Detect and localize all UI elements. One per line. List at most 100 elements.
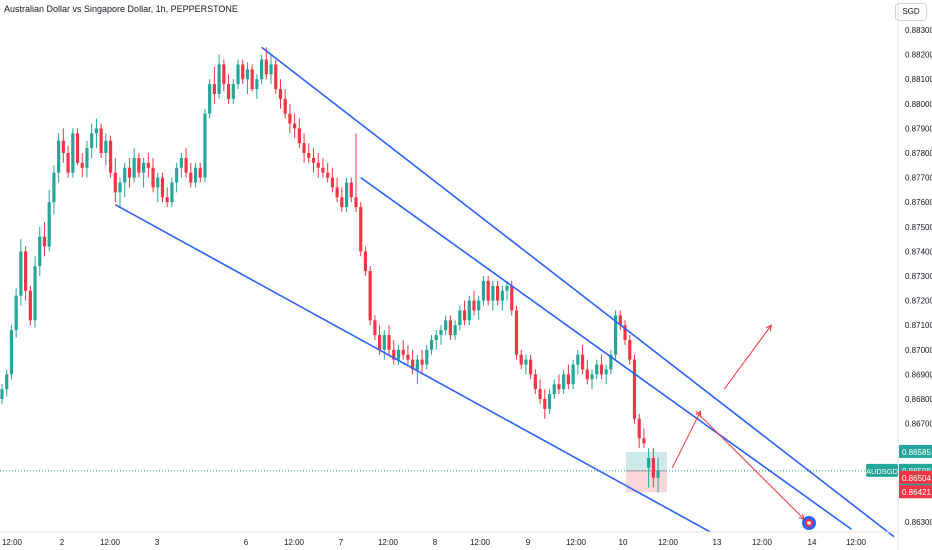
candle-body	[316, 162, 320, 168]
x-tick-label: 13	[713, 538, 722, 547]
candle	[477, 295, 481, 321]
candle-body	[5, 374, 9, 390]
candle-body	[222, 64, 226, 85]
candle	[637, 413, 641, 449]
candle	[406, 344, 410, 365]
candle-body	[297, 128, 301, 144]
candle-body	[467, 300, 471, 321]
y-tick-label: 0.87000	[905, 346, 932, 355]
y-tick-label: 0.86300	[905, 518, 932, 527]
candle-body	[472, 300, 476, 311]
candle-body	[368, 271, 372, 321]
candle	[293, 113, 297, 139]
candle-body	[278, 89, 283, 99]
candle-body	[543, 399, 547, 409]
candlesticks	[0, 47, 660, 493]
candle	[614, 310, 618, 360]
candle-body	[519, 354, 523, 365]
candle	[137, 153, 141, 178]
candle-body	[142, 162, 146, 173]
candle	[189, 162, 193, 188]
candle	[349, 177, 353, 203]
candle-body	[226, 84, 231, 99]
candle	[656, 458, 660, 493]
candle-body	[264, 59, 268, 75]
candle-body	[61, 140, 65, 153]
candle-body	[651, 458, 655, 478]
candle	[75, 128, 80, 166]
candle-body	[245, 69, 250, 80]
candle-body	[477, 300, 481, 311]
candle	[623, 320, 627, 345]
candle-body	[255, 79, 259, 90]
candle	[472, 290, 476, 316]
candle	[576, 349, 580, 375]
candle	[142, 157, 146, 188]
y-tick-label: 0.88300	[905, 26, 932, 35]
x-tick-label: 12:00	[100, 538, 121, 547]
candle-body	[514, 310, 519, 355]
candle-body	[340, 197, 344, 208]
candle	[496, 280, 500, 306]
candle-body	[571, 364, 575, 385]
candle	[108, 135, 113, 178]
candle	[387, 325, 391, 355]
price-tag-value: 0.86585	[902, 448, 931, 457]
candle	[123, 162, 127, 198]
channel-line	[360, 176, 853, 531]
candle	[382, 330, 386, 360]
candle	[434, 330, 438, 350]
candle	[326, 162, 330, 183]
arrow	[671, 410, 702, 469]
candle-body	[448, 320, 452, 336]
y-tick-label: 0.86700	[905, 420, 932, 429]
symbol-tag	[866, 463, 898, 477]
candle-body	[14, 295, 18, 331]
candle-body	[307, 153, 311, 158]
candle	[481, 276, 486, 306]
candle	[571, 359, 575, 390]
candle	[514, 305, 519, 360]
candle	[420, 349, 424, 375]
candle-body	[566, 374, 570, 385]
price-axis: 0.88300 0.88200 0.88100 0.88000 0.87900 0.878…	[897, 0, 932, 550]
candle-body	[538, 389, 542, 399]
y-tick-label: 0.88100	[905, 75, 932, 84]
candle-body	[576, 354, 580, 365]
candle	[113, 157, 117, 203]
candle	[335, 177, 339, 203]
candle	[127, 157, 132, 188]
candle-body	[156, 177, 160, 188]
candle	[557, 374, 561, 395]
candle-body	[179, 157, 183, 168]
candle-body	[127, 167, 132, 178]
candle	[642, 428, 646, 449]
candle	[316, 153, 320, 178]
candle-body	[618, 315, 622, 326]
x-tick-label: 8	[433, 538, 438, 547]
symbol-label: AUDSGD	[866, 467, 899, 476]
candle-body	[491, 285, 495, 301]
candle	[231, 79, 235, 104]
candle	[208, 79, 212, 119]
candle	[618, 310, 622, 331]
candle	[274, 59, 278, 94]
y-tick-label: 0.87300	[905, 272, 932, 281]
x-tick-label: 12:00	[752, 538, 773, 547]
candle	[344, 177, 349, 213]
candle	[392, 339, 396, 365]
candle-body	[311, 157, 316, 163]
candle	[19, 239, 23, 306]
candle	[175, 162, 179, 193]
candle	[61, 128, 65, 163]
candle	[354, 133, 358, 213]
y-tick-label: 0.88200	[905, 51, 932, 60]
currency-selector[interactable]: SGD	[895, 3, 927, 21]
candle-body	[75, 133, 80, 163]
trendlines	[114, 46, 895, 538]
y-tick-label: 0.87500	[905, 223, 932, 232]
candle	[547, 389, 552, 414]
candle-body	[24, 251, 28, 291]
candle-body	[47, 202, 51, 247]
